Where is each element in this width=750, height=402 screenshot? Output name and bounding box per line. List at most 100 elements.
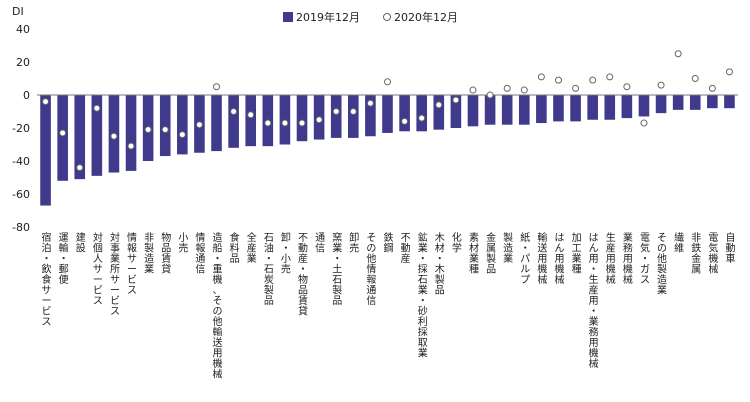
bar <box>348 95 359 138</box>
y-tick-label: 0 <box>23 89 30 102</box>
category-label: その他製造業 <box>657 232 667 297</box>
bar <box>245 95 257 147</box>
category-label: 金属製品 <box>486 231 496 276</box>
marker-point <box>110 132 118 140</box>
category-label: 素材業種 <box>469 231 479 276</box>
marker-point <box>42 98 50 106</box>
category-label: 木材・木製品 <box>435 232 445 297</box>
category-label: 不動産 <box>401 233 411 265</box>
bar <box>553 95 564 122</box>
category-label: 情報サービス <box>127 231 137 297</box>
marker-point <box>589 76 597 84</box>
y-tick-label: -60 <box>12 188 30 201</box>
marker-point <box>554 76 562 84</box>
bar <box>399 95 410 132</box>
category-label: 建設 <box>76 231 86 255</box>
category-label: 生産用機械 <box>606 231 616 286</box>
bar <box>382 95 393 133</box>
marker-point <box>418 114 426 122</box>
y-tick-label: -40 <box>12 155 30 168</box>
category-label: 繊維 <box>674 231 684 255</box>
bar <box>177 95 188 155</box>
bar <box>604 95 616 120</box>
bar <box>450 95 462 128</box>
marker-point <box>435 101 443 109</box>
marker-point <box>178 131 186 139</box>
category-label: 非鉄金属 <box>691 232 701 276</box>
category-label: 電気・ガス <box>640 232 650 286</box>
marker-point <box>486 91 494 99</box>
marker-point <box>708 84 716 92</box>
bar <box>228 95 239 148</box>
marker-point <box>332 108 340 115</box>
marker-point <box>520 86 528 94</box>
bar <box>159 95 171 157</box>
marker-point <box>452 96 460 104</box>
marker-point <box>725 68 733 76</box>
category-label: 通信 <box>315 232 325 255</box>
bar <box>570 95 581 122</box>
category-label: 石油・石炭製品 <box>264 233 274 307</box>
y-axis-ticks: 40 20 0 -20 -40 -60 -80 <box>12 23 30 234</box>
bar <box>484 95 496 125</box>
bar <box>40 95 51 206</box>
marker-point <box>76 164 84 172</box>
y-tick-label: 20 <box>16 56 30 69</box>
bar <box>211 95 222 152</box>
marker-point <box>195 121 203 129</box>
marker-point <box>657 81 665 89</box>
marker-point <box>469 86 477 94</box>
marker-point <box>315 116 323 124</box>
category-label: 窯業・土石製品 <box>332 231 342 307</box>
marker-point <box>247 111 255 119</box>
category-label: 自動車 <box>725 231 735 265</box>
legend-swatch-2019 <box>283 12 293 22</box>
bar <box>501 95 513 125</box>
category-label: 食料品 <box>230 231 240 265</box>
marker-point <box>572 84 580 92</box>
bar <box>74 95 86 180</box>
marker-point <box>503 84 511 92</box>
category-label: 紙・パルプ <box>520 231 530 286</box>
marker-point <box>161 126 169 134</box>
bar <box>587 95 598 120</box>
marker-point <box>144 126 152 134</box>
category-label: 卸売 <box>349 231 359 255</box>
legend-label-2019: 2019年12月 <box>296 10 360 24</box>
bar <box>57 95 68 181</box>
bar <box>125 95 137 171</box>
bar <box>724 95 735 109</box>
marker-point <box>384 78 391 86</box>
category-label: はん用機械 <box>554 232 564 286</box>
bar <box>91 95 103 176</box>
category-label: 小売 <box>178 232 188 255</box>
marker-point <box>349 108 357 115</box>
y-axis-label: DI <box>12 5 24 18</box>
category-label: はん用・生産用・業務用機械 <box>589 232 599 370</box>
marker-point <box>366 99 374 107</box>
marker-point <box>230 108 238 115</box>
bar-series-2019 <box>40 95 735 206</box>
category-label: 業務用機械 <box>623 231 633 286</box>
category-labels: 宿泊・飲食サービス運輸・郵便建設対個人サービス対事業所サービス情報サービス非製造… <box>42 231 736 381</box>
y-tick-label: -80 <box>12 221 30 234</box>
marker-point <box>674 50 682 58</box>
bar <box>467 95 479 127</box>
category-label: 鉱業・採石業・砂利採取業 <box>418 231 428 360</box>
marker-series-2020 <box>42 50 733 172</box>
bar <box>433 95 445 130</box>
category-label: 卸・小売 <box>281 231 291 276</box>
y-tick-label: -20 <box>12 122 30 135</box>
category-label: 加工業種 <box>572 232 582 276</box>
marker-point <box>281 119 289 127</box>
category-label: 製造業 <box>503 231 513 265</box>
category-label: 運輸・郵便 <box>59 232 69 286</box>
marker-point <box>401 117 409 125</box>
bar <box>365 95 376 137</box>
category-label: 非製造業 <box>144 232 154 276</box>
marker-point <box>623 83 631 91</box>
marker-point <box>93 104 101 112</box>
category-label: その他情報通信 <box>366 232 376 307</box>
bar <box>655 95 667 114</box>
category-label: 物品賃貸 <box>161 231 171 276</box>
